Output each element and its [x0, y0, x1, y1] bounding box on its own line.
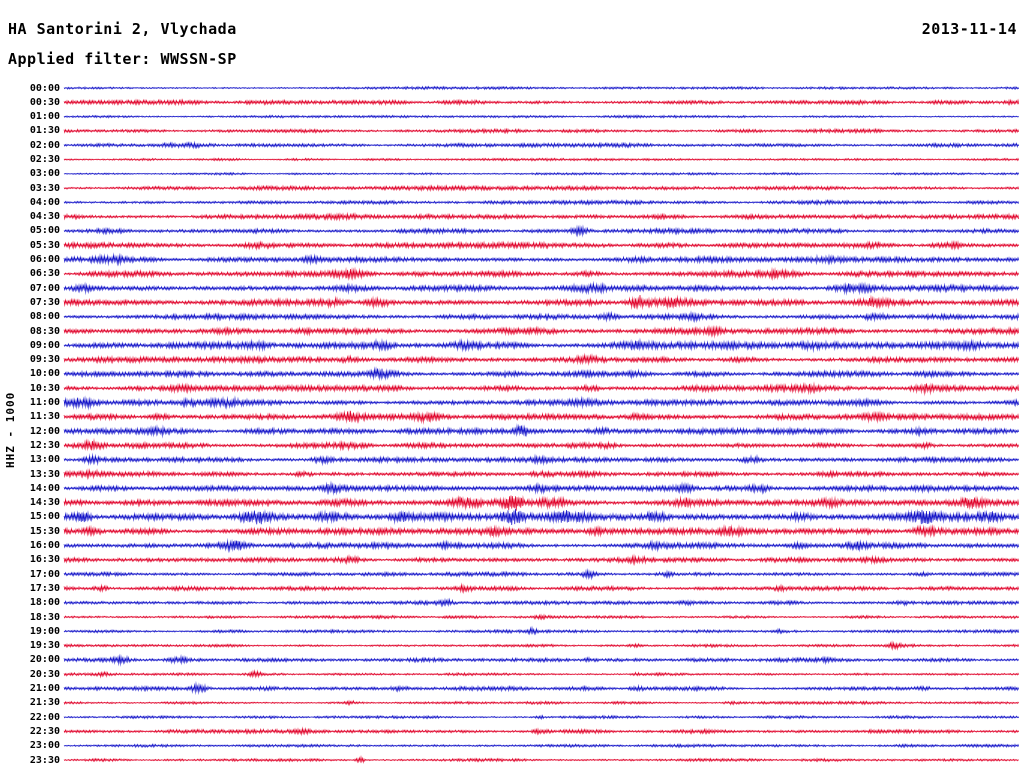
time-label: 08:00: [29, 311, 60, 323]
time-label: 10:30: [29, 382, 60, 394]
time-label: 12:00: [29, 425, 60, 437]
time-label: 23:00: [29, 740, 60, 752]
time-label: 22:30: [29, 725, 60, 737]
time-label: 07:00: [29, 282, 60, 294]
time-label: 20:00: [29, 654, 60, 666]
time-label: 00:00: [29, 82, 60, 94]
time-label: 06:30: [29, 268, 60, 280]
time-label: 16:00: [29, 540, 60, 552]
time-label: 11:00: [29, 397, 60, 409]
time-label: 05:30: [29, 239, 60, 251]
time-label: 09:30: [29, 354, 60, 366]
time-label: 01:30: [29, 125, 60, 137]
time-label: 15:30: [29, 525, 60, 537]
time-label: 18:00: [29, 597, 60, 609]
time-label: 21:30: [29, 697, 60, 709]
time-label: 03:00: [29, 168, 60, 180]
time-label: 08:30: [29, 325, 60, 337]
time-label: 09:00: [29, 339, 60, 351]
time-label: 07:30: [29, 296, 60, 308]
time-label: 02:00: [29, 139, 60, 151]
time-label: 01:00: [29, 111, 60, 123]
time-label: 16:30: [29, 554, 60, 566]
time-label: 18:30: [29, 611, 60, 623]
time-label: 03:30: [29, 182, 60, 194]
time-label: 21:00: [29, 683, 60, 694]
time-label: 23:30: [29, 754, 60, 766]
time-label: 17:00: [29, 568, 60, 580]
time-label: 14:30: [29, 497, 60, 509]
time-label: 13:00: [29, 454, 60, 466]
time-label: 20:30: [29, 668, 60, 680]
time-label: 12:30: [29, 439, 60, 451]
time-label: 22:00: [29, 711, 60, 723]
time-label: 05:00: [29, 225, 60, 237]
time-label: 14:00: [29, 482, 60, 494]
time-label: 19:30: [29, 640, 60, 652]
time-label: 04:00: [29, 196, 60, 208]
time-label: 11:30: [29, 411, 60, 423]
time-axis: 00:00 00:30 01:00 01:30 02:00 02:30 03:00 03:30…: [0, 0, 60, 780]
time-label: 02:30: [29, 153, 60, 165]
time-label: 04:30: [29, 211, 60, 223]
time-label: 15:00: [29, 511, 60, 523]
time-label: 06:00: [29, 254, 60, 266]
time-label: 17:30: [29, 582, 60, 594]
time-label: 19:00: [29, 625, 60, 637]
time-label: 13:30: [29, 468, 60, 480]
time-label: 00:30: [29, 96, 60, 108]
time-label: 10:00: [29, 368, 60, 380]
